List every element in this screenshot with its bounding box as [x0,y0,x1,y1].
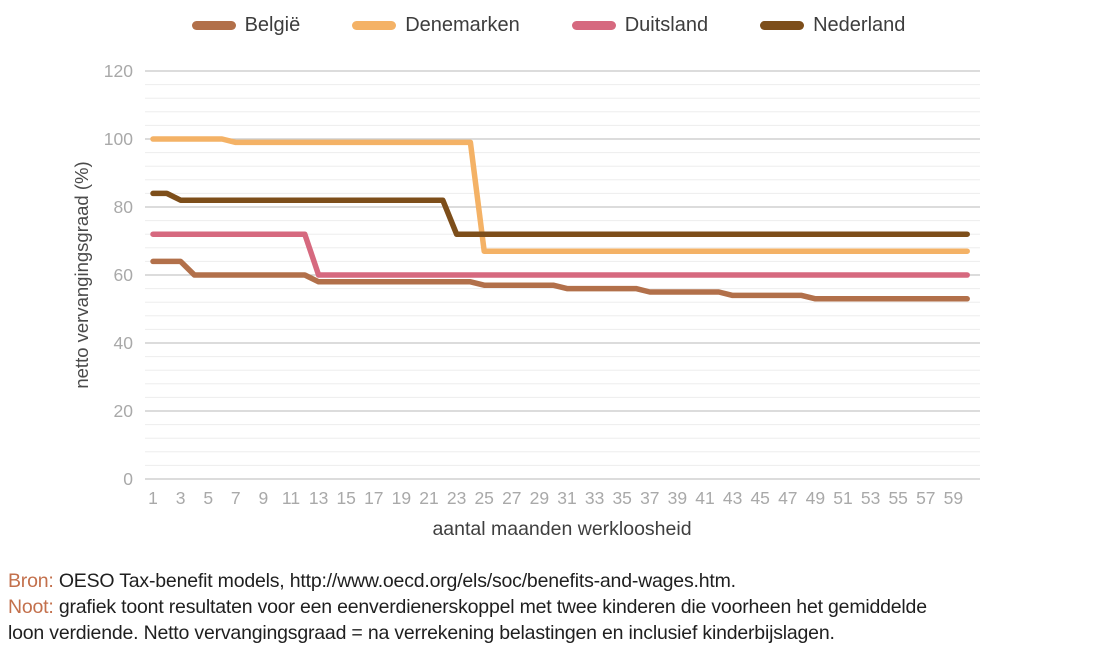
legend-swatch-icon [571,21,616,30]
legend-item-nederland: Nederland [760,14,905,37]
x-tick-label: 49 [806,488,825,508]
x-tick-label: 9 [259,488,269,508]
source-label: Bron: [8,570,54,592]
x-tick-label: 41 [695,488,714,508]
x-tick-label: 1 [148,488,158,508]
x-tick-label: 43 [723,488,742,508]
legend-label: Duitsland [624,14,709,36]
legend-swatch-icon [352,21,397,30]
x-tick-label: 45 [750,488,769,508]
source-and-note: Bron: OESO Tax-benefit models, http://ww… [8,568,1068,646]
source-text: OESO Tax-benefit models, http://www.oecd… [53,570,736,592]
chart-legend: België Denemarken Duitsland Nederland [0,14,1097,37]
x-tick-label: 35 [612,488,631,508]
legend-item-duitsland: Duitsland [571,14,709,37]
major-gridlines [145,70,980,480]
series-line-nederland [150,190,970,237]
source-line: Bron: OESO Tax-benefit models, http://ww… [8,568,1068,594]
x-tick-label: 23 [447,488,466,508]
y-tick-label: 40 [114,333,134,353]
note-label: Noot: [8,596,54,618]
legend-swatch-icon [191,21,236,30]
legend-swatch-icon [760,21,805,30]
x-axis-tick-labels: 1 3 5 7 9 11 13 15 17 19 21 23 25 27 29 31 33 35 37 39 41 43 4… [148,488,963,508]
x-tick-label: 59 [944,488,963,508]
y-tick-label: 0 [123,469,133,489]
x-tick-label: 53 [861,488,880,508]
note-text-1: grafiek toont resultaten voor een eenver… [53,596,927,618]
x-tick-label: 33 [585,488,604,508]
note-line: Noot: grafiek toont resultaten voor een … [8,594,1068,646]
x-tick-label: 47 [778,488,797,508]
line-chart: 0 20 40 60 80 100 120 1 3 5 7 9 11 13 15 17 19 21 23 25 27 2… [71,61,980,540]
legend-label: België [244,14,301,36]
legend-item-belgië: België [191,14,301,37]
x-tick-label: 3 [176,488,186,508]
x-tick-label: 29 [530,488,549,508]
legend-label: Nederland [813,14,906,36]
data-series-lines [150,136,970,302]
x-tick-label: 55 [888,488,907,508]
x-tick-label: 11 [282,488,300,508]
y-axis-tick-labels: 0 20 40 60 80 100 120 [104,61,133,489]
x-tick-label: 27 [502,488,521,508]
y-tick-label: 60 [114,265,134,285]
x-tick-label: 39 [668,488,687,508]
x-tick-label: 19 [392,488,411,508]
y-tick-label: 100 [104,129,133,149]
x-tick-label: 21 [419,488,438,508]
y-tick-label: 80 [114,197,134,217]
x-tick-label: 5 [203,488,213,508]
x-tick-label: 15 [336,488,355,508]
note-text-2: loon verdiende. Netto vervangingsgraad =… [8,622,835,644]
series-line-denemarken [150,136,970,254]
y-tick-label: 20 [114,401,134,421]
legend-label: Denemarken [405,14,520,36]
x-tick-label: 57 [916,488,935,508]
y-tick-label: 120 [104,61,133,81]
x-tick-label: 17 [364,488,383,508]
x-axis-title: aantal maanden werkloosheid [432,518,691,540]
x-tick-label: 7 [231,488,241,508]
series-line-duitsland [150,231,970,278]
legend-item-denemarken: Denemarken [352,14,520,37]
x-tick-label: 25 [474,488,493,508]
series-line-belgië [150,258,970,302]
y-axis-title: netto vervangingsgraad (%) [71,161,92,388]
x-tick-label: 13 [309,488,328,508]
x-tick-label: 31 [557,488,576,508]
x-tick-label: 37 [640,488,659,508]
x-tick-label: 51 [833,488,852,508]
